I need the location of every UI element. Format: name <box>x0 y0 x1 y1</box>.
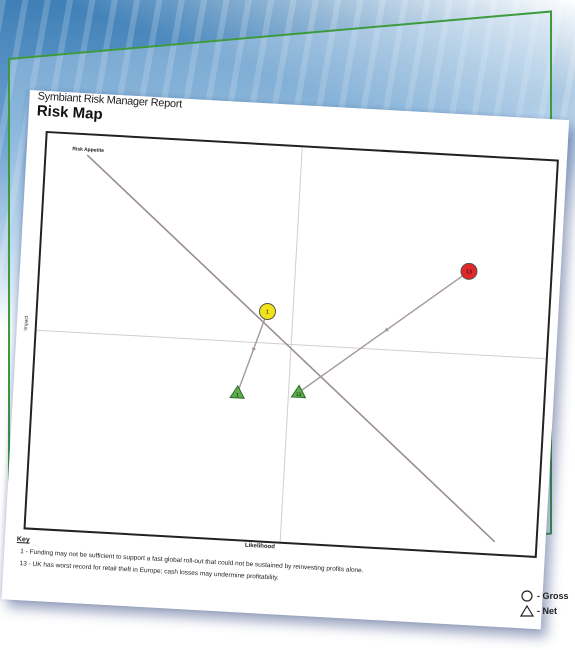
risk-13-gross-marker <box>460 262 478 280</box>
x-axis-label: Likelihood <box>244 542 276 551</box>
risk-map-svg: Risk Appetite 1 1 13 13 <box>36 146 546 543</box>
triangle-icon <box>520 605 534 617</box>
risk-13-gross-label: 13 <box>466 269 472 275</box>
legend-net-label: - Net <box>537 606 557 616</box>
risk-13-arrow <box>298 270 470 393</box>
page-title: Risk Map <box>36 102 104 124</box>
horizontal-center-line <box>36 329 546 360</box>
risk-13-arrowhead <box>383 327 389 332</box>
risk-1-gross-marker <box>259 303 277 321</box>
risk-appetite-label: Risk Appetite <box>72 146 104 154</box>
legend-gross: - Gross <box>520 590 575 602</box>
risk-13-net-label: 13 <box>296 392 302 398</box>
risk-1-gross-label: 1 <box>266 309 269 315</box>
risk-appetite-line <box>86 154 496 543</box>
report-page: Symbiant Risk Manager Report Risk Map Ri… <box>1 90 570 630</box>
risk-1-net-label: 1 <box>236 392 239 398</box>
risk-map-chart: Risk Appetite 1 1 13 13 <box>23 130 559 559</box>
key-title: Key <box>16 535 30 544</box>
legend: - Gross - Net <box>520 590 575 620</box>
risk-1-net-marker <box>229 384 245 399</box>
legend-gross-label: - Gross <box>537 591 569 601</box>
y-axis-label: Impact <box>23 315 30 331</box>
legend-net: - Net <box>520 605 575 617</box>
risk-13-net-marker <box>290 384 307 399</box>
circle-icon <box>521 590 533 602</box>
risk-1-arrowhead <box>252 347 257 353</box>
